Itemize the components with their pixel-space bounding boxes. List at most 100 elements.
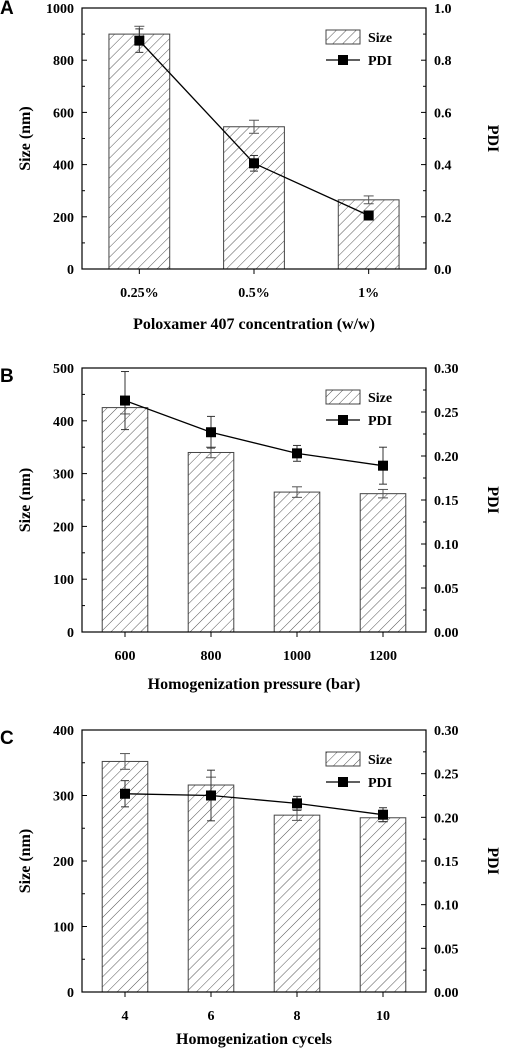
legend-label-pdi: PDI bbox=[368, 54, 392, 69]
ytick-label: 0 bbox=[67, 626, 74, 641]
ytick-label: 200 bbox=[53, 211, 74, 226]
errorbar-size-0 bbox=[120, 753, 130, 770]
y2tick-label: 0.00 bbox=[434, 626, 459, 641]
point-pdi-0 bbox=[134, 35, 145, 46]
y2tick-label: 0.20 bbox=[434, 450, 459, 465]
y2tick-label: 0.20 bbox=[434, 811, 459, 826]
legend-swatch-pdi-marker bbox=[338, 415, 348, 425]
xtick-label: 0.25% bbox=[120, 286, 159, 301]
panel-label: B bbox=[0, 366, 14, 387]
xtick-label: 10 bbox=[376, 1009, 390, 1024]
point-pdi-0 bbox=[120, 788, 130, 799]
point-pdi-3 bbox=[378, 809, 388, 820]
xtick-label: 1200 bbox=[369, 649, 397, 664]
errorbar-size-2 bbox=[363, 195, 374, 205]
y2tick-label: 0.15 bbox=[434, 494, 459, 509]
y2tick-label: 0.8 bbox=[434, 54, 452, 69]
y2tick-label: 0.15 bbox=[434, 855, 459, 870]
x-axis-label: Homogenization pressure (bar) bbox=[148, 676, 361, 693]
ytick-label: 200 bbox=[53, 520, 74, 535]
bar-size-0 bbox=[108, 33, 171, 270]
chart-panel-c: C 0 100 200 300 400 0.00 0.05 0.10 0.15 0.20 0.25 0.… bbox=[0, 724, 501, 1048]
y2tick-label: 0.30 bbox=[434, 724, 459, 739]
chart-panel-b: B 0 100 200 300 400 500 0.00 0.05 0.10 0.15 0.20 0.2… bbox=[0, 362, 501, 693]
y2tick-label: 0.25 bbox=[434, 406, 459, 421]
y2tick-label: 0.6 bbox=[434, 106, 452, 121]
legend-swatch-pdi-marker bbox=[338, 777, 348, 787]
point-pdi-3 bbox=[378, 460, 388, 471]
ytick-label: 1000 bbox=[46, 2, 74, 17]
ytick-label: 600 bbox=[53, 106, 74, 121]
y2tick-label: 1.0 bbox=[434, 2, 452, 17]
xtick-label: 800 bbox=[201, 649, 222, 664]
point-pdi-0 bbox=[120, 395, 130, 406]
y2tick-label: 0.4 bbox=[434, 159, 452, 174]
series-line-pdi bbox=[124, 793, 384, 816]
legend: Size PDI bbox=[325, 29, 392, 69]
ytick-label: 800 bbox=[53, 54, 74, 69]
ytick-label: 0 bbox=[67, 986, 74, 1001]
bar-size-1 bbox=[187, 451, 235, 633]
xtick-label: 4 bbox=[122, 1009, 129, 1024]
bar-size-3 bbox=[359, 817, 407, 993]
bar-size-3 bbox=[359, 493, 407, 633]
legend-label-pdi: PDI bbox=[368, 776, 392, 791]
xtick-label: 0.5% bbox=[238, 286, 270, 301]
ytick-label: 100 bbox=[53, 573, 74, 588]
legend-label-size: Size bbox=[368, 391, 392, 406]
errorbar-size-1 bbox=[249, 119, 259, 134]
point-pdi-2 bbox=[292, 448, 302, 459]
y2tick-label: 0.2 bbox=[434, 211, 452, 226]
y2-axis-label: PDI bbox=[484, 125, 501, 153]
x-axis-label: Homogenization cycels bbox=[176, 1031, 332, 1048]
y-axis-label: Size (nm) bbox=[17, 829, 34, 893]
panel-label: C bbox=[0, 728, 14, 749]
bar-size-2 bbox=[273, 491, 321, 633]
bar-size-1 bbox=[223, 126, 285, 270]
y2tick-label: 0.25 bbox=[434, 768, 459, 783]
y2tick-label: 0.10 bbox=[434, 538, 459, 553]
y2tick-label: 0.05 bbox=[434, 582, 459, 597]
legend-swatch-pdi-marker bbox=[338, 55, 348, 65]
ytick-label: 100 bbox=[53, 921, 74, 936]
ytick-label: 400 bbox=[53, 415, 74, 430]
x-axis-label: Poloxamer 407 concentration (w/w) bbox=[133, 316, 375, 333]
ytick-label: 300 bbox=[53, 790, 74, 805]
legend-label-size: Size bbox=[368, 31, 392, 46]
xtick-label: 600 bbox=[115, 649, 136, 664]
legend-swatch-size bbox=[325, 389, 361, 405]
bar-size-2 bbox=[337, 199, 400, 270]
y2tick-label: 0.10 bbox=[434, 899, 459, 914]
xtick-label: 8 bbox=[294, 1009, 301, 1024]
ytick-label: 200 bbox=[53, 855, 74, 870]
point-pdi-1 bbox=[206, 790, 216, 801]
y2tick-label: 0.05 bbox=[434, 942, 459, 957]
point-pdi-1 bbox=[249, 158, 259, 169]
ytick-label: 400 bbox=[53, 724, 74, 739]
chart-panel-a: A 0 200 400 600 800 1000 0.0 0.2 0.4 0.6 0.8 1.0 0.25… bbox=[0, 0, 501, 333]
series-line-pdi bbox=[124, 399, 384, 467]
y-axis-label: Size (nm) bbox=[17, 106, 34, 170]
y2tick-label: 0.00 bbox=[434, 986, 459, 1001]
point-pdi-1 bbox=[206, 427, 216, 438]
ytick-label: 400 bbox=[53, 159, 74, 174]
y2tick-label: 0.0 bbox=[434, 263, 452, 278]
xtick-label: 6 bbox=[208, 1009, 215, 1024]
panel-label: A bbox=[0, 0, 14, 19]
errorbar-size-2 bbox=[292, 486, 302, 498]
bar-size-0 bbox=[101, 407, 149, 633]
y2tick-label: 0.30 bbox=[434, 362, 459, 377]
ytick-label: 500 bbox=[53, 362, 74, 377]
y2-axis-label: PDI bbox=[484, 486, 501, 514]
bar-size-2 bbox=[273, 814, 321, 993]
errorbar-size-3 bbox=[378, 488, 388, 499]
legend: Size PDI bbox=[325, 751, 392, 791]
point-pdi-2 bbox=[363, 210, 374, 221]
y-axis-label: Size (nm) bbox=[17, 468, 34, 532]
legend-label-pdi: PDI bbox=[368, 414, 392, 429]
point-pdi-2 bbox=[292, 798, 302, 809]
ytick-label: 0 bbox=[67, 263, 74, 278]
legend-swatch-size bbox=[325, 751, 361, 767]
legend-swatch-size bbox=[325, 29, 361, 45]
legend: Size PDI bbox=[325, 389, 392, 429]
